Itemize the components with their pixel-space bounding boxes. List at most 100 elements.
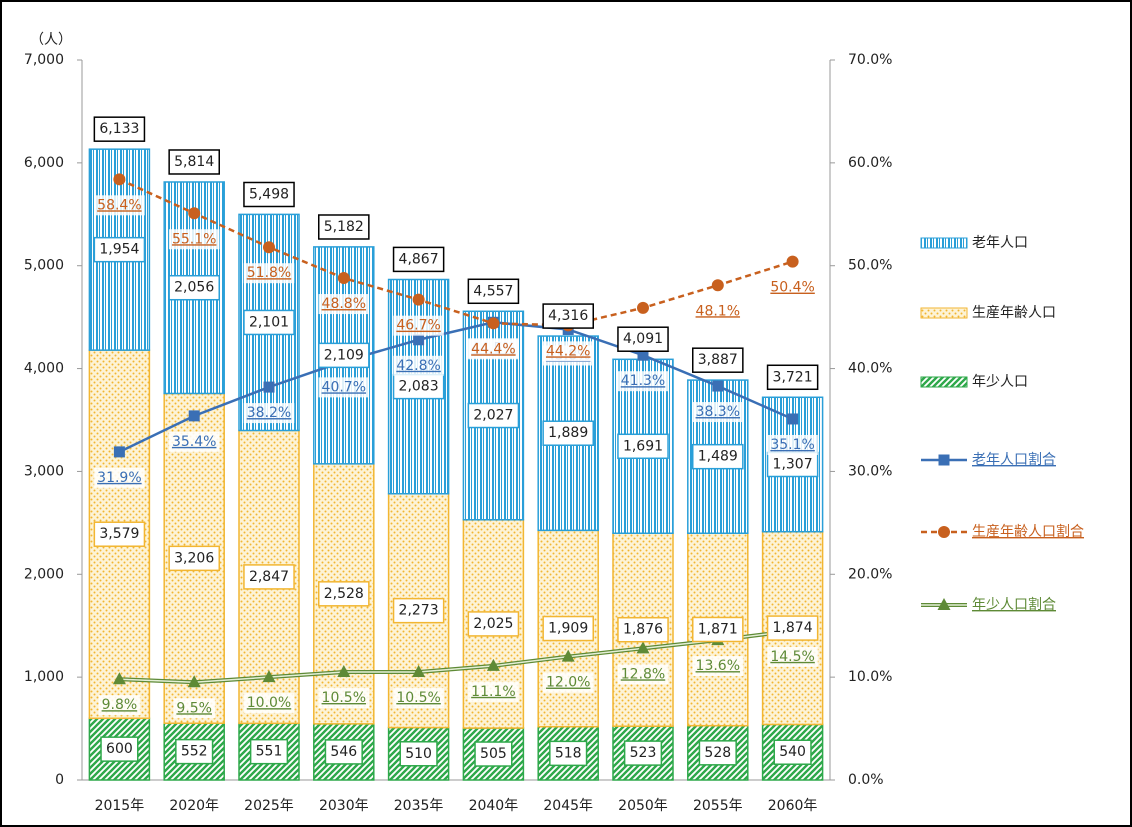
value-label-group: 552 <box>175 738 214 765</box>
marker <box>263 241 275 254</box>
marker <box>337 272 350 285</box>
pct-label: 12.8% <box>621 666 665 682</box>
pct-label-group: 12.8% <box>617 664 669 685</box>
value-label-box <box>168 545 220 572</box>
pct-label: 50.4% <box>770 280 814 296</box>
pct-label-group: 51.8% <box>243 263 295 284</box>
value-label-box <box>324 739 363 765</box>
total-label-box <box>467 278 520 305</box>
value-label-box <box>243 564 295 590</box>
value-label-group: 2,273 <box>392 597 445 624</box>
marker <box>412 293 425 306</box>
total-label-group: 4,867 <box>392 246 445 273</box>
pct-label-group: 9.8% <box>98 695 141 716</box>
marker <box>561 649 575 662</box>
marker <box>637 301 649 314</box>
total-label: 3,887 <box>698 352 738 368</box>
pct-label-group: 41.3% <box>617 371 669 392</box>
value-label: 551 <box>256 744 283 760</box>
pct-label-group: 12.0% <box>542 672 594 693</box>
line <box>118 178 793 327</box>
pct-label: 14.5% <box>770 649 814 665</box>
marker <box>188 207 201 220</box>
value-label: 1,876 <box>623 622 663 638</box>
pct-label-group: 40.7% <box>318 377 370 398</box>
pct-label: 9.8% <box>102 697 138 713</box>
total-label-box <box>617 326 669 352</box>
value-label-box <box>467 611 520 637</box>
value-label-group: 3,579 <box>93 521 146 547</box>
pct-label: 41.3% <box>621 373 665 389</box>
value-label-box <box>93 236 146 263</box>
value-label-group: 1,871 <box>692 616 744 643</box>
value-label: 1,909 <box>548 621 588 637</box>
value-label-box <box>243 309 295 336</box>
value-label-group: 523 <box>623 740 663 766</box>
value-label-box <box>392 373 445 400</box>
y-tick-label: 0 <box>55 772 64 788</box>
pct-label-bg <box>318 377 370 398</box>
pct-label: 38.2% <box>247 405 291 421</box>
value-label-box <box>623 740 663 766</box>
total-label-group: 5,814 <box>168 149 220 175</box>
pct-label-group: 42.8% <box>393 355 444 376</box>
total-label-group: 6,133 <box>93 116 146 142</box>
line-inner <box>119 630 793 684</box>
value-label: 1,691 <box>623 438 663 454</box>
pct-label: 12.0% <box>546 675 590 691</box>
x-tick-label: 2050年 <box>618 798 668 814</box>
legend-marker <box>938 526 950 538</box>
value-label-group: 528 <box>698 740 737 766</box>
y2-tick-label: 50.0% <box>848 258 892 274</box>
pct-label-bg <box>542 341 594 362</box>
value-label: 510 <box>405 746 432 762</box>
total-label: 5,182 <box>324 219 364 235</box>
y2-tick-label: 70.0% <box>848 52 892 68</box>
value-label: 1,874 <box>773 620 813 636</box>
pct-label: 9.5% <box>176 700 212 716</box>
value-label-group: 1,489 <box>692 443 744 470</box>
value-label-group: 2,528 <box>318 581 370 607</box>
value-label-group: 2,847 <box>243 564 295 590</box>
value-label-group: 2,083 <box>392 373 445 400</box>
y-tick-label: 1,000 <box>24 669 64 685</box>
value-label-group: 2,109 <box>318 342 370 369</box>
pct-label-bg <box>393 688 444 708</box>
marker <box>413 334 425 346</box>
total-label: 5,814 <box>174 154 214 170</box>
legend-label: 年少人口 <box>972 374 1028 390</box>
value-label: 2,273 <box>399 603 439 619</box>
legend-swatch <box>920 237 968 249</box>
pct-label-group: 58.4% <box>94 195 145 216</box>
value-label-group: 505 <box>474 741 513 767</box>
y2-tick-label: 10.0% <box>848 669 892 685</box>
value-label: 1,871 <box>698 621 738 637</box>
value-label: 2,056 <box>174 280 214 296</box>
marker <box>262 670 276 683</box>
marker <box>337 665 351 677</box>
pct-label-group: 35.4% <box>168 431 220 452</box>
value-label: 546 <box>330 744 357 760</box>
value-label-group: 1,691 <box>617 433 669 460</box>
value-label: 540 <box>779 744 806 760</box>
pct-label: 35.1% <box>770 437 814 453</box>
marker <box>786 255 799 268</box>
value-label-group: 1,307 <box>766 451 819 478</box>
value-label: 552 <box>181 744 208 760</box>
value-label-box <box>175 738 214 765</box>
total-label: 4,316 <box>548 308 588 324</box>
pct-label-bg <box>173 698 215 719</box>
line <box>118 321 794 454</box>
value-label-box <box>542 420 594 446</box>
pct-label: 55.1% <box>172 231 216 247</box>
total-label: 5,498 <box>249 186 289 202</box>
marker <box>711 279 724 292</box>
value-label: 2,847 <box>249 569 289 585</box>
pct-label: 11.1% <box>471 684 515 700</box>
marker <box>112 672 126 685</box>
legend-label: 年少人口割合 <box>972 596 1056 613</box>
x-tick-label: 2025年 <box>244 798 294 814</box>
value-label-box <box>766 451 819 478</box>
pct-label-bg <box>168 431 220 452</box>
y-tick-label: 5,000 <box>24 258 64 274</box>
